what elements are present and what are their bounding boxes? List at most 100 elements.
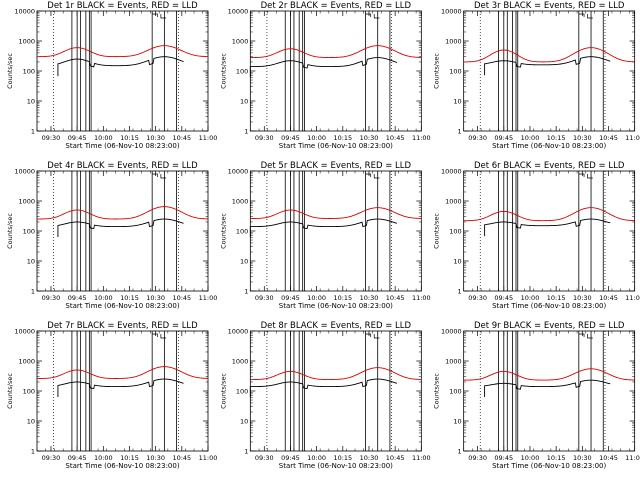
plot-frame: [249, 170, 422, 292]
x-axis-label: Start Time (06-Nov-10 08:23:00): [279, 302, 393, 310]
y-tick-label: 10000: [441, 8, 462, 16]
y-tick-label: 10: [27, 258, 35, 266]
y-tick-label: 1000: [232, 198, 249, 206]
x-axis-label: Start Time (06-Nov-10 08:23:00): [279, 462, 393, 470]
y-tick-label: 1: [458, 448, 462, 456]
x-tick-label: 10:15: [547, 134, 566, 142]
y-axis-label: Counts/sec: [433, 373, 441, 409]
chart-title: Det 5r BLACK = Events, RED = LLD: [261, 161, 412, 171]
y-tick-label: 10000: [441, 328, 462, 336]
step-mark: [373, 174, 380, 179]
y-tick-label: 100: [236, 68, 248, 76]
x-axis-label: Start Time (06-Nov-10 08:23:00): [492, 302, 606, 310]
x-axis-label: Start Time (06-Nov-10 08:23:00): [492, 142, 606, 150]
series-events-line: [484, 56, 611, 76]
chart-title: Det 4r BLACK = Events, RED = LLD: [47, 161, 198, 171]
panel-6: Det 6r BLACK = Events, RED = LLD 1 10 100 10…: [433, 161, 640, 310]
x-tick-label: 10:15: [333, 134, 352, 142]
x-tick-label: 10:15: [547, 454, 566, 462]
plot-frame: [463, 170, 636, 292]
panel-5: Det 5r BLACK = Events, RED = LLD 1 10 100 10…: [219, 161, 430, 310]
panel-3: Det 3r BLACK = Events, RED = LLD 1 10 100 10…: [433, 1, 640, 150]
y-axis-label: Counts/sec: [433, 53, 441, 89]
step-mark: [160, 14, 167, 19]
y-tick-label: 10000: [14, 328, 35, 336]
x-tick-label: 10:45: [386, 294, 405, 302]
x-axis-label: Start Time (06-Nov-10 08:23:00): [65, 302, 179, 310]
y-tick-label: 100: [23, 388, 35, 396]
x-tick-label: 09:45: [68, 294, 87, 302]
x-tick-label: 09:30: [42, 134, 61, 142]
x-tick-label: 10:15: [547, 294, 566, 302]
x-tick-label: 10:30: [360, 134, 379, 142]
series-events-line: [249, 57, 398, 78]
x-tick-label: 11:00: [625, 294, 640, 302]
x-axis-label: Start Time (06-Nov-10 08:23:00): [279, 142, 393, 150]
x-tick-label: 10:30: [360, 294, 379, 302]
panel-2: Det 2r BLACK = Events, RED = LLD 1 10 100 10…: [219, 1, 430, 150]
y-tick-label: 10: [240, 258, 248, 266]
x-tick-label: 10:00: [94, 134, 113, 142]
x-tick-label: 10:30: [146, 134, 165, 142]
y-tick-label: 10: [453, 98, 461, 106]
series-events-line: [57, 378, 184, 398]
x-tick-label: 10:00: [521, 294, 540, 302]
y-tick-label: 1: [458, 128, 462, 136]
x-tick-label: 10:00: [307, 454, 326, 462]
series-lld-line: [37, 366, 209, 379]
series-lld-line: [37, 206, 209, 220]
y-tick-label: 100: [449, 388, 461, 396]
panel-7: Det 7r BLACK = Events, RED = LLD 1 10 100 10…: [6, 321, 217, 470]
y-tick-label: 100: [23, 228, 35, 236]
x-tick-label: 10:45: [599, 454, 618, 462]
y-tick-label: 10: [27, 98, 35, 106]
y-tick-label: 10: [453, 418, 461, 426]
x-tick-label: 11:00: [412, 294, 431, 302]
series-lld-line: [250, 207, 422, 219]
y-tick-label: 10000: [14, 168, 35, 176]
series-lld-line: [463, 207, 635, 222]
x-tick-label: 10:45: [172, 134, 191, 142]
panel-1: Det 1r BLACK = Events, RED = LLD 1 10 100 10…: [6, 1, 217, 150]
plot-frame: [36, 170, 209, 292]
series-events-line: [484, 218, 611, 237]
step-mark: [587, 14, 593, 19]
y-tick-label: 1000: [445, 38, 462, 46]
y-tick-label: 1000: [445, 198, 462, 206]
x-axis-label: Start Time (06-Nov-10 08:23:00): [492, 462, 606, 470]
step-mark: [587, 174, 593, 179]
y-tick-label: 1: [458, 288, 462, 296]
x-tick-label: 09:30: [468, 134, 487, 142]
x-tick-label: 11:00: [412, 134, 431, 142]
x-tick-label: 10:00: [307, 294, 326, 302]
x-tick-label: 10:30: [573, 294, 592, 302]
y-tick-label: 10000: [441, 168, 462, 176]
x-tick-label: 10:15: [120, 294, 139, 302]
step-mark: [152, 13, 158, 17]
x-tick-label: 11:00: [199, 294, 218, 302]
x-tick-label: 09:45: [281, 294, 300, 302]
series-lld-line: [463, 368, 635, 381]
x-tick-label: 10:00: [521, 134, 540, 142]
x-tick-label: 09:30: [468, 454, 487, 462]
x-tick-label: 09:45: [68, 454, 87, 462]
step-mark: [578, 13, 585, 17]
step-mark: [578, 173, 585, 177]
chart-title: Det 7r BLACK = Events, RED = LLD: [47, 321, 198, 331]
y-axis-label: Counts/sec: [219, 53, 227, 89]
y-tick-label: 10: [27, 418, 35, 426]
y-tick-label: 100: [23, 68, 35, 76]
x-tick-label: 11:00: [625, 134, 640, 142]
y-tick-label: 1000: [18, 358, 35, 366]
y-tick-label: 1000: [232, 38, 249, 46]
x-tick-label: 09:45: [494, 134, 513, 142]
y-tick-label: 10000: [228, 328, 249, 336]
x-tick-label: 10:30: [360, 454, 379, 462]
y-tick-label: 10000: [228, 8, 249, 16]
step-mark: [365, 13, 372, 17]
x-tick-label: 10:15: [120, 454, 139, 462]
y-tick-label: 100: [236, 388, 248, 396]
series-lld-line: [36, 45, 209, 58]
y-axis-label: Counts/sec: [219, 373, 227, 409]
series-events-line: [57, 56, 184, 77]
